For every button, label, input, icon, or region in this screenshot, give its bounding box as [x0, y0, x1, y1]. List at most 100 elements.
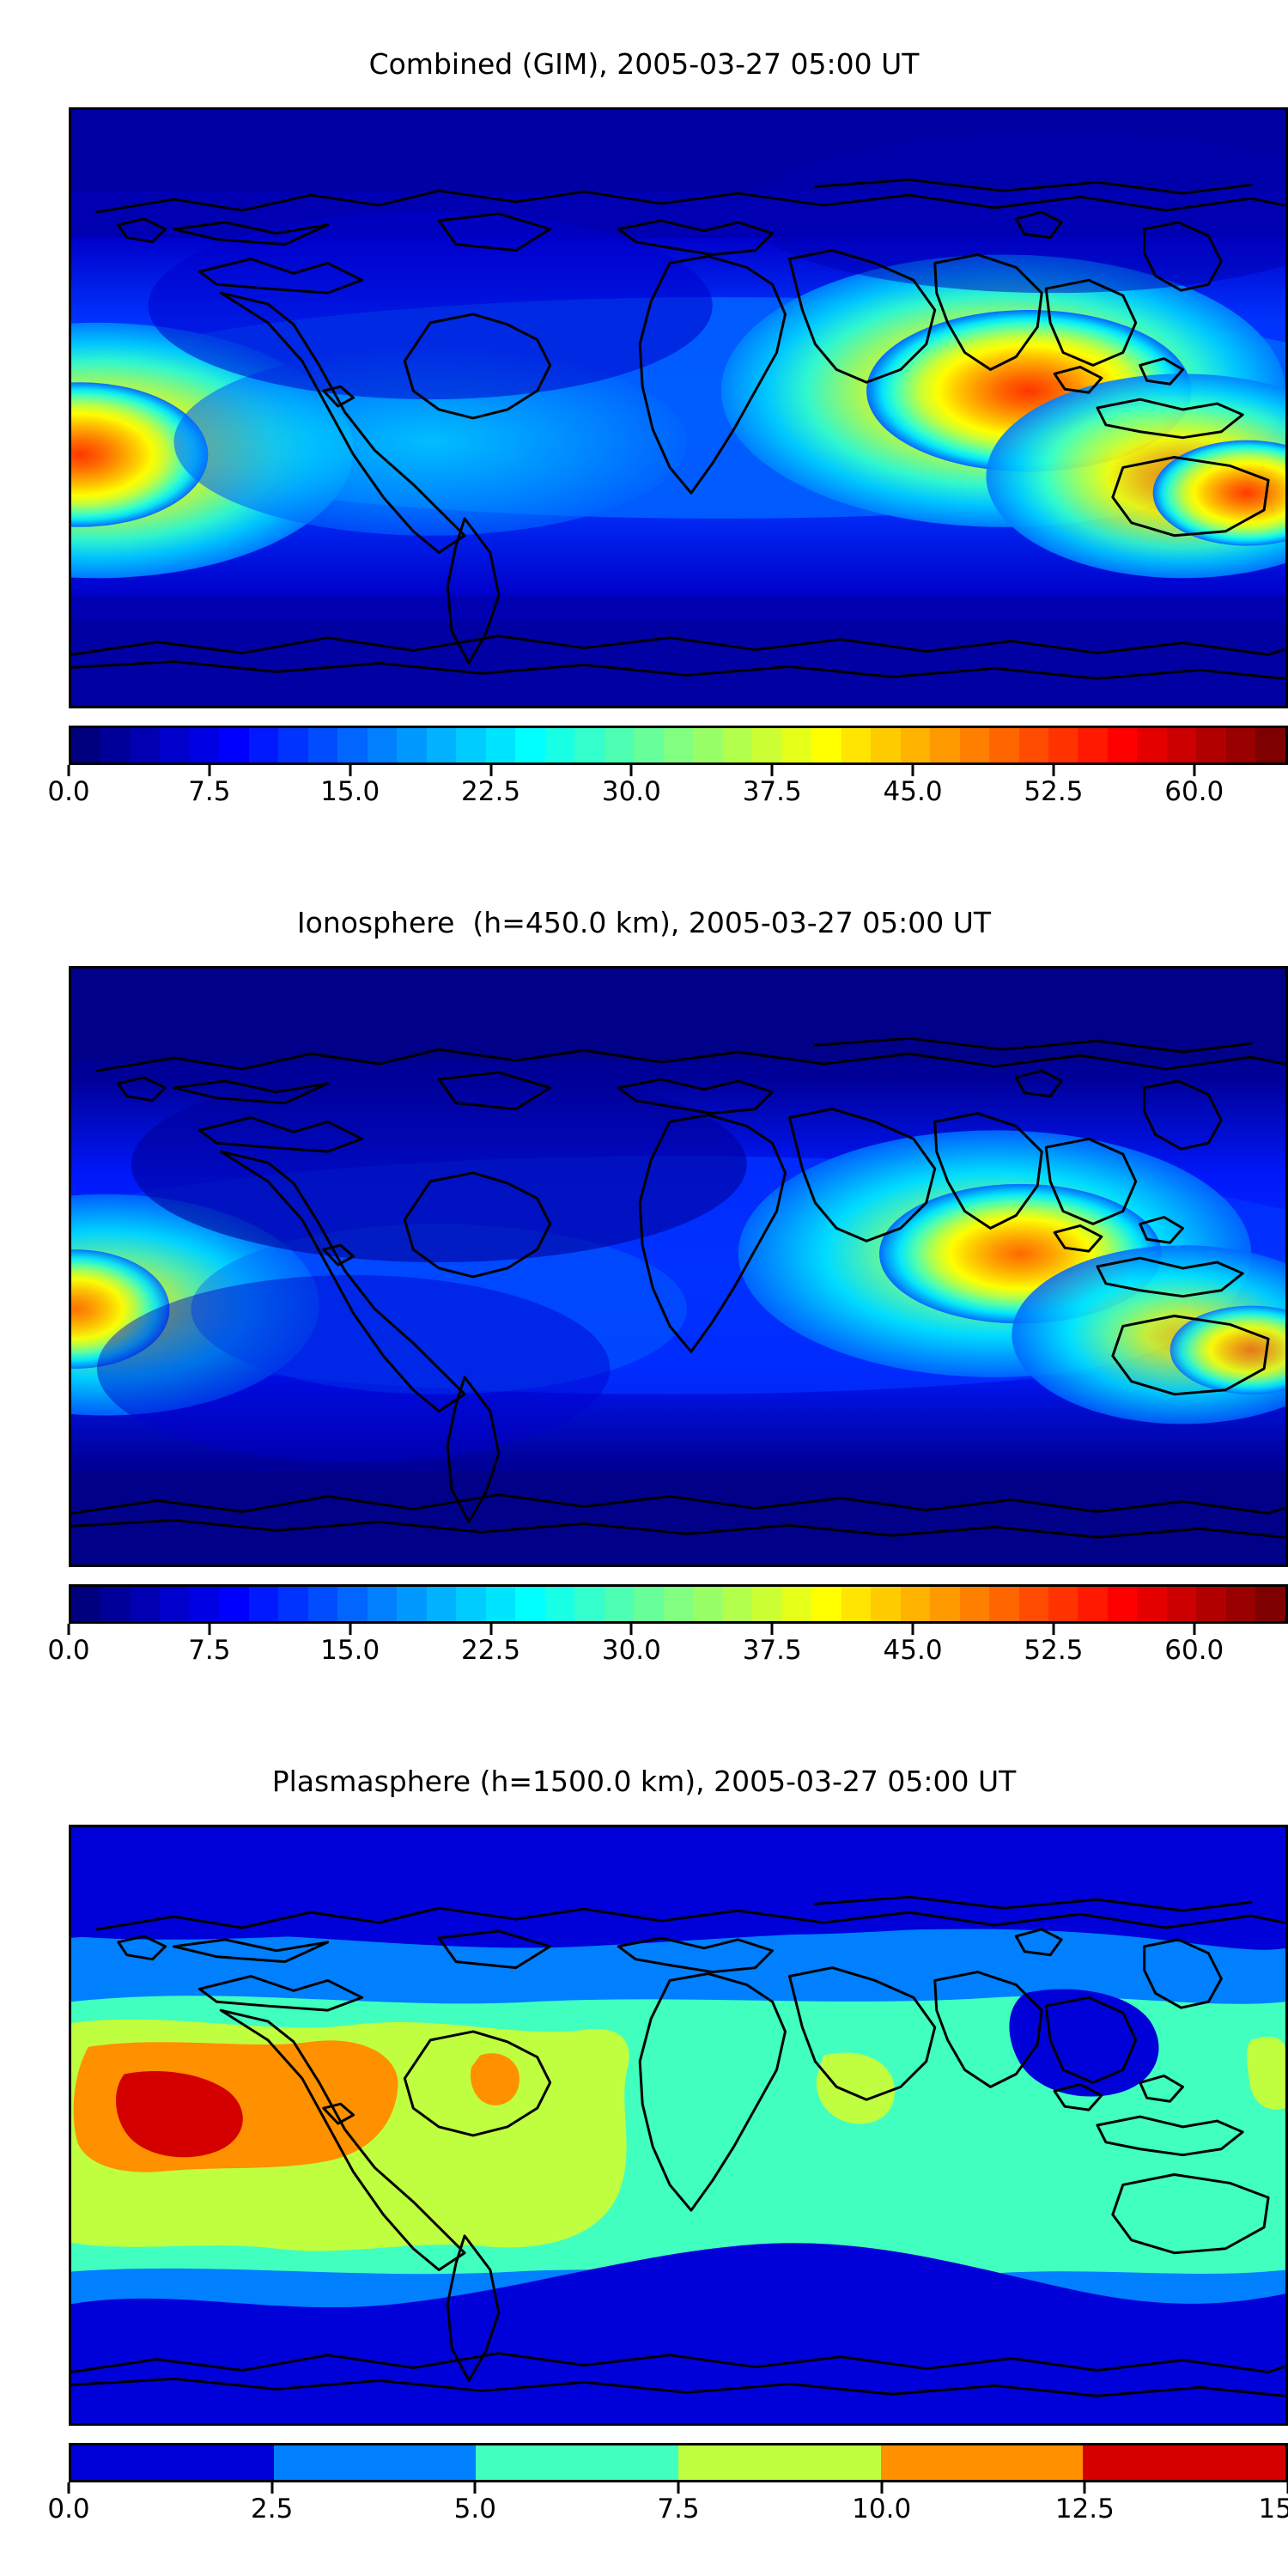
- colorbar-plasmasphere: 0.0 2.5 5.0 7.5 10.0 12.5 15.0: [47, 2443, 1288, 2546]
- colorbar-segment: [781, 728, 812, 762]
- colorbar-ionosphere: 0.0 7.5 15.0 22.5 30.0 37.5 45.0 52.5 60.0: [47, 1584, 1288, 1687]
- map-combined-gim: [69, 107, 1288, 708]
- colorbar-tick-label: 7.5: [657, 2494, 700, 2524]
- colorbar-segment: [367, 728, 398, 762]
- colorbar-tick-label: 30.0: [601, 1635, 661, 1666]
- colorbar-segment: [1018, 1587, 1048, 1621]
- colorbar-tick-mark: [1193, 1624, 1196, 1635]
- colorbar-segment: [693, 1587, 723, 1621]
- colorbar-tick-mark: [67, 765, 70, 776]
- colorbar-segment: [959, 1587, 990, 1621]
- colorbar-segment: [1048, 728, 1078, 762]
- colorbar-segment: [1166, 728, 1197, 762]
- colorbar-tick-label: 12.5: [1054, 2494, 1115, 2524]
- colorbar-tick-mark: [489, 765, 493, 776]
- colorbar-gradient-ionosphere: [69, 1584, 1288, 1624]
- colorbar-segment: [1078, 1587, 1108, 1621]
- colorbar-tick-label: 15.0: [320, 776, 380, 807]
- colorbar-segment: [930, 728, 960, 762]
- colorbar-tick-label: 5.0: [453, 2494, 496, 2524]
- colorbar-tick-mark: [911, 1624, 914, 1635]
- colorbar-segment: [1018, 728, 1048, 762]
- colorbar-segment: [515, 728, 545, 762]
- colorbar-tick-mark: [489, 1624, 493, 1635]
- colorbar-tick-label: 15.0: [1258, 2494, 1288, 2524]
- colorbar-segment: [219, 1587, 249, 1621]
- colorbar-segment: [456, 728, 486, 762]
- colorbar-tick-label: 2.5: [251, 2494, 294, 2524]
- colorbar-segment: [1166, 1587, 1197, 1621]
- colorbar-segment: [1255, 1587, 1285, 1621]
- colorbar-segment: [1196, 728, 1226, 762]
- colorbar-segment: [219, 728, 249, 762]
- colorbar-segment: [544, 1587, 575, 1621]
- colorbar-segment: [367, 1587, 398, 1621]
- colorbar-tick-label: 22.5: [461, 1635, 521, 1666]
- colorbar-segment: [722, 1587, 753, 1621]
- colorbar-segment: [71, 1587, 101, 1621]
- colorbar-segment: [130, 1587, 161, 1621]
- colorbar-tick-mark: [208, 1624, 211, 1635]
- colorbar-segment: [426, 728, 457, 762]
- colorbar-tick-label: 0.0: [47, 1635, 90, 1666]
- colorbar-segment: [959, 728, 990, 762]
- colorbar-segment: [1196, 1587, 1226, 1621]
- colorbar-segment: [337, 1587, 368, 1621]
- map-svg-combined-gim: [71, 110, 1285, 706]
- colorbar-segment: [871, 1587, 901, 1621]
- colorbar-segment: [900, 1587, 931, 1621]
- colorbar-tick-mark: [270, 2482, 274, 2494]
- colorbar-tick-label: 0.0: [47, 2494, 90, 2524]
- colorbar-tick-label: 52.5: [1024, 1635, 1084, 1666]
- colorbar-segment: [880, 2445, 1084, 2480]
- colorbar-segment: [693, 728, 723, 762]
- colorbar-tick-mark: [1193, 765, 1196, 776]
- panel-title-plasmasphere: Plasmasphere (h=1500.0 km), 2005-03-27 0…: [271, 1765, 1017, 1798]
- colorbar-segment: [485, 728, 516, 762]
- colorbar-segment: [248, 728, 279, 762]
- colorbar-segment: [476, 2445, 679, 2480]
- colorbar-segment: [574, 728, 605, 762]
- colorbar-tick-mark: [770, 765, 774, 776]
- colorbar-segment: [456, 1587, 486, 1621]
- map-svg-ionosphere: [71, 969, 1285, 1564]
- colorbar-tick-mark: [349, 765, 352, 776]
- colorbar-segment: [1078, 728, 1108, 762]
- colorbar-segment: [722, 728, 753, 762]
- colorbar-segment: [781, 1587, 812, 1621]
- colorbar-segment: [100, 728, 131, 762]
- colorbar-tick-label: 45.0: [883, 776, 943, 807]
- colorbar-segment: [634, 1587, 664, 1621]
- coastlines-layer-1: [71, 178, 1285, 680]
- colorbar-tick-mark: [1286, 2482, 1288, 2494]
- colorbar-segment: [160, 728, 190, 762]
- colorbar-tick-mark: [208, 765, 211, 776]
- panel-ionosphere: Ionosphere (h=450.0 km), 2005-03-27 05:0…: [0, 859, 1288, 1717]
- colorbar-segment: [634, 728, 664, 762]
- colorbar-segment: [278, 1587, 308, 1621]
- colorbar-tick-mark: [1083, 2482, 1086, 2494]
- colorbar-tick-label: 15.0: [320, 1635, 380, 1666]
- colorbar-segment: [130, 728, 161, 762]
- colorbar-tick-mark: [677, 2482, 680, 2494]
- colorbar-segment: [604, 1587, 635, 1621]
- colorbar-tick-mark: [1052, 765, 1055, 776]
- colorbar-tick-mark: [629, 765, 633, 776]
- colorbar-segment: [100, 1587, 131, 1621]
- colorbar-segment: [811, 1587, 841, 1621]
- colorbar-segment: [71, 728, 101, 762]
- colorbar-segment: [160, 1587, 190, 1621]
- colorbar-segment: [1083, 2445, 1285, 2480]
- colorbar-tick-label: 37.5: [742, 776, 802, 807]
- colorbar-segment: [1255, 728, 1285, 762]
- colorbar-segment: [678, 2445, 881, 2480]
- colorbar-combined-gim: 0.0 7.5 15.0 22.5 30.0 37.5 45.0 52.5 60.0: [47, 726, 1288, 829]
- colorbar-tick-mark: [880, 2482, 884, 2494]
- colorbar-segment: [485, 1587, 516, 1621]
- panel-title-combined-gim: Combined (GIM), 2005-03-27 05:00 UT: [368, 47, 920, 81]
- colorbar-segment: [1107, 1587, 1138, 1621]
- colorbar-tick-label: 7.5: [188, 1635, 231, 1666]
- colorbar-tick-mark: [473, 2482, 477, 2494]
- colorbar-tick-label: 7.5: [188, 776, 231, 807]
